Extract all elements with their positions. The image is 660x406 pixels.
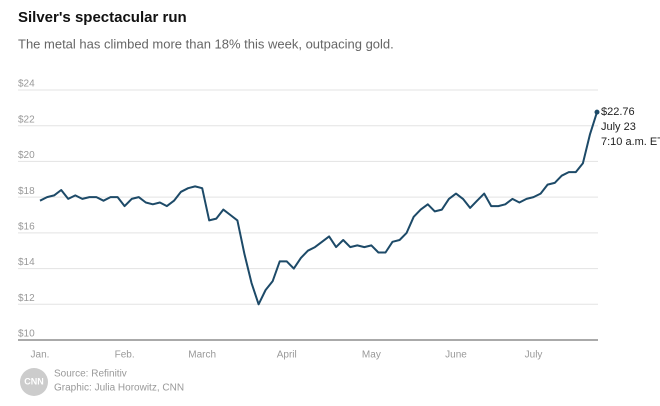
annotation: 7:10 a.m. ET: [601, 136, 660, 148]
value-label: $22.76: [601, 106, 635, 118]
y-tick-label: $24: [18, 79, 35, 90]
source: Source: Refinitiv: [54, 369, 127, 380]
chart-subtitle: The metal has climbed more than 18% this…: [18, 36, 394, 51]
x-tick-label: Feb.: [115, 350, 135, 361]
x-tick-label: July: [525, 350, 543, 361]
y-tick-label: $20: [18, 150, 35, 161]
x-tick-label: March: [188, 350, 216, 361]
x-tick-label: Jan.: [31, 350, 50, 361]
y-tick-label: $22: [18, 114, 35, 125]
y-tick-label: $14: [18, 257, 35, 268]
x-tick-label: May: [362, 350, 381, 361]
y-tick-label: $16: [18, 221, 35, 232]
y-tick-label: $10: [18, 329, 35, 340]
logo-badge: [20, 368, 48, 396]
annotation: July 23: [601, 121, 636, 133]
y-tick-label: $12: [18, 293, 35, 304]
chart-title: Silver's spectacular run: [18, 9, 187, 26]
x-tick-label: April: [277, 350, 297, 361]
logo: CNN: [24, 376, 44, 386]
x-tick-label: June: [445, 350, 467, 361]
credit: Graphic: Julia Horowitz, CNN: [54, 383, 184, 394]
y-tick-label: $18: [18, 186, 35, 197]
price-line: [39, 111, 598, 306]
end-point: [594, 109, 600, 115]
